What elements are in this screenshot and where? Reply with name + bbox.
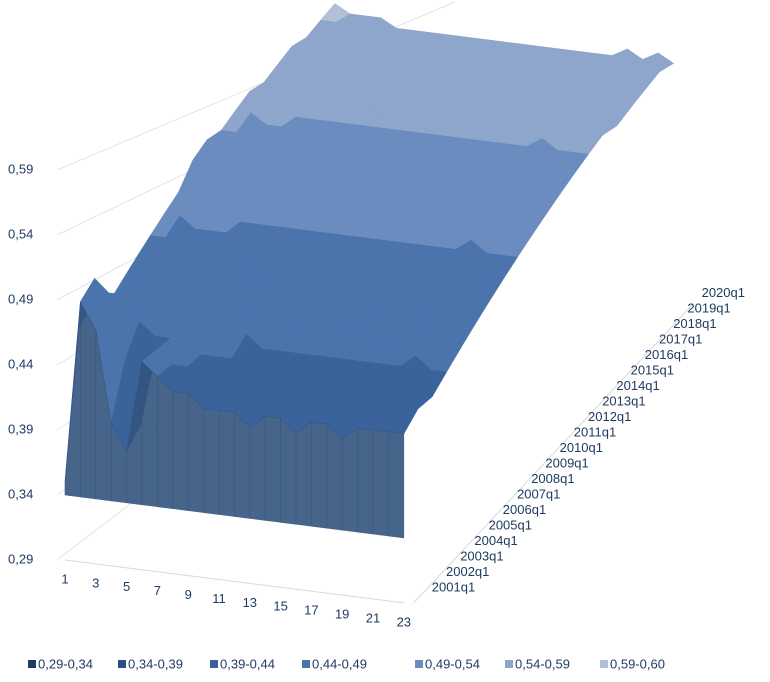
surface-front <box>80 301 97 500</box>
x-tick-label: 21 <box>366 610 380 625</box>
y-axis-line <box>413 303 694 604</box>
surface-front <box>172 391 189 511</box>
surface-front <box>388 431 405 539</box>
legend-label: 0,44-0,49 <box>312 656 367 671</box>
surface-front <box>249 415 266 521</box>
x-tick-label: 11 <box>212 591 226 606</box>
surface-front <box>326 423 343 531</box>
z-tick-label: 0,49 <box>8 291 33 306</box>
y-tick-label: 2004q1 <box>474 533 517 548</box>
legend-swatch <box>600 660 608 668</box>
x-tick-label: 1 <box>61 571 68 586</box>
x-tick-label: 23 <box>397 614 411 629</box>
surface-front <box>341 427 358 533</box>
z-tick-label: 0,44 <box>8 356 33 371</box>
x-tick-label: 19 <box>335 607 349 622</box>
x-tick-label: 15 <box>273 599 287 614</box>
surface-front <box>64 301 81 498</box>
y-tick-label: 2011q1 <box>574 424 616 439</box>
y-tick-label: 2008q1 <box>531 471 574 486</box>
x-tick-label: 5 <box>123 579 130 594</box>
x-tick-label: 3 <box>92 575 99 590</box>
y-tick-label: 2002q1 <box>446 564 489 579</box>
y-tick-label: 2019q1 <box>687 300 730 315</box>
surface-front <box>357 427 374 535</box>
legend-label: 0,29-0,34 <box>38 656 93 671</box>
y-tick-label: 2010q1 <box>560 440 603 455</box>
surface-front <box>187 392 204 513</box>
y-tick-label: 2014q1 <box>616 378 659 393</box>
legend-swatch <box>28 660 36 668</box>
surface-front <box>141 361 158 508</box>
y-tick-label: 2012q1 <box>588 409 631 424</box>
y-tick-label: 2009q1 <box>545 455 588 470</box>
surface-front <box>280 417 297 525</box>
z-tick-label: 0,59 <box>8 161 33 176</box>
y-tick-label: 2007q1 <box>517 486 560 501</box>
y-tick-label: 2006q1 <box>503 502 546 517</box>
z-tick-label: 0,39 <box>8 421 33 436</box>
x-axis-line <box>64 559 404 604</box>
surface-front <box>372 429 389 537</box>
legend-label: 0,34-0,39 <box>128 656 183 671</box>
z-tick-label: 0,54 <box>8 226 33 241</box>
y-tick-label: 2016q1 <box>645 347 688 362</box>
y-tick-label: 2001q1 <box>432 579 475 594</box>
y-tick-label: 2005q1 <box>489 517 532 532</box>
surface-front <box>295 421 312 527</box>
legend-swatch <box>505 660 513 668</box>
surface-front <box>218 410 235 517</box>
y-tick-label: 2003q1 <box>460 548 503 563</box>
y-tick-label: 2018q1 <box>673 316 716 331</box>
surface-front <box>311 421 328 529</box>
legend-swatch <box>118 660 126 668</box>
surface-front <box>157 375 174 509</box>
x-tick-label: 13 <box>243 595 257 610</box>
legend-swatch <box>302 660 310 668</box>
x-tick-label: 17 <box>304 603 318 618</box>
legend-swatch <box>415 660 423 668</box>
y-tick-label: 2017q1 <box>659 331 702 346</box>
z-tick-label: 0,34 <box>8 486 33 501</box>
surface-front <box>264 416 281 523</box>
z-tick-label: 0,29 <box>8 551 33 566</box>
y-tick-label: 2015q1 <box>631 362 674 377</box>
legend-label: 0,49-0,54 <box>425 656 480 671</box>
x-tick-label: 9 <box>185 587 192 602</box>
legend-label: 0,39-0,44 <box>220 656 275 671</box>
legend-label: 0,59-0,60 <box>610 656 665 671</box>
legend-label: 0,54-0,59 <box>515 656 570 671</box>
surface-front <box>234 411 251 519</box>
legend-swatch <box>210 660 218 668</box>
y-tick-label: 2020q1 <box>702 285 745 300</box>
y-tick-label: 2013q1 <box>602 393 645 408</box>
x-tick-label: 7 <box>154 583 161 598</box>
surface-front <box>203 408 220 515</box>
